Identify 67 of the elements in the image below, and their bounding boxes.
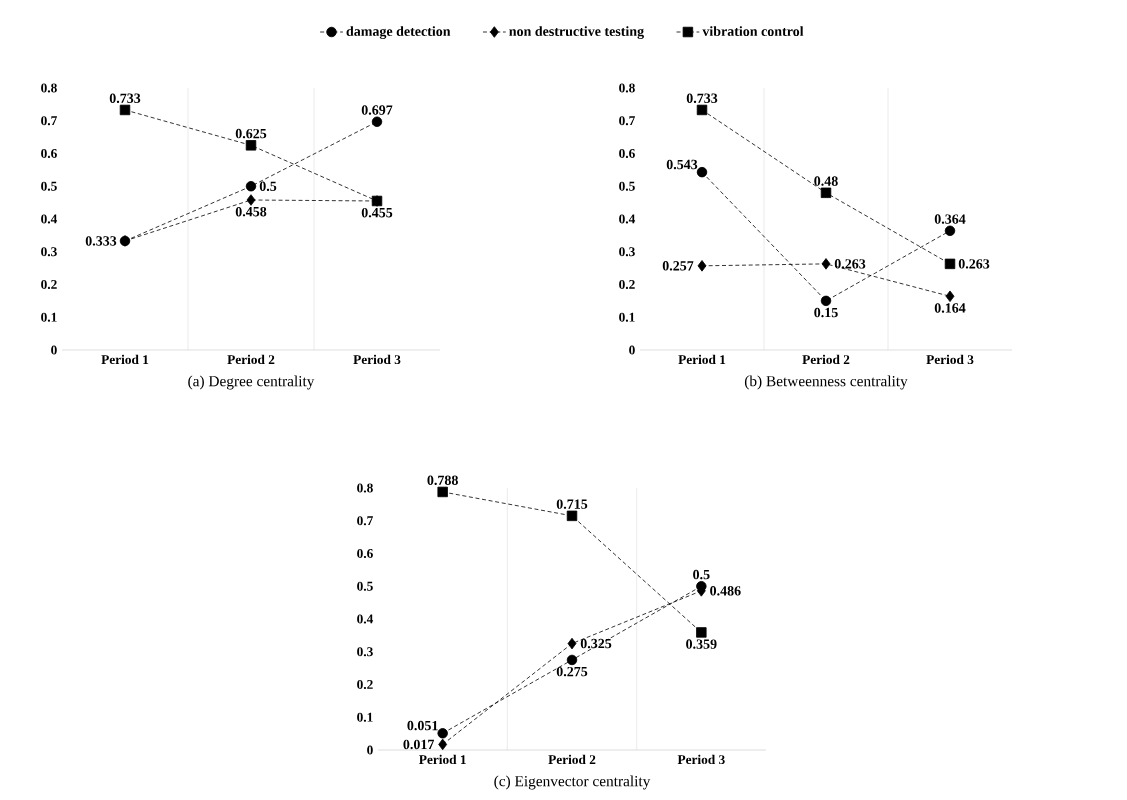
y-tick-label: 0: [629, 345, 635, 355]
data-label: 0.455: [361, 207, 393, 218]
data-label: 0.364: [934, 214, 966, 224]
x-tick-label: Period 3: [677, 754, 725, 765]
y-tick-label: 0.3: [41, 247, 57, 257]
y-tick-label: 0.8: [357, 483, 373, 493]
y-tick-label: 0.6: [357, 548, 373, 559]
data-label: 0.697: [361, 105, 393, 115]
data-label: 0.486: [710, 586, 741, 596]
text: (b) Betweenness centrality: [744, 375, 908, 390]
y-tick-label: 0: [51, 345, 57, 355]
y-tick-label: 0.4: [41, 214, 58, 224]
y-tick-label: 0.1: [41, 312, 57, 322]
data-label: 0.333: [85, 236, 117, 246]
data-label: 0.275: [556, 666, 588, 677]
data-label: 0.788: [427, 475, 458, 485]
legend-label: vibration control: [702, 26, 804, 37]
data-label: 0.733: [109, 93, 141, 103]
x-tick-label: Period 3: [353, 354, 401, 365]
x-tick-label: Period 2: [802, 354, 850, 365]
data-label: 0.15: [814, 307, 838, 318]
y-tick-label: 0.2: [357, 679, 373, 690]
x-tick-label: Period 1: [101, 354, 149, 365]
data-label: 0.543: [666, 159, 698, 170]
data-label: 0.017: [403, 739, 435, 750]
data-label: 0.715: [556, 499, 588, 509]
data-label: 0.325: [580, 638, 612, 649]
x-tick-label: Period 2: [548, 754, 596, 765]
y-tick-label: 0.2: [41, 279, 57, 290]
y-tick-label: 0.5: [357, 581, 373, 591]
text: (c) Eigenvector centrality: [494, 775, 651, 790]
x-tick-label: Period 2: [227, 354, 275, 365]
data-label: 0.5: [693, 569, 710, 580]
x-tick-label: Period 1: [419, 754, 466, 765]
data-label: 0.164: [934, 303, 966, 313]
text: (a) Degree centrality: [188, 375, 315, 390]
data-label: 0.48: [814, 176, 838, 186]
y-tick-label: 0.2: [619, 279, 635, 290]
legend-label: damage detection: [346, 26, 451, 39]
data-label: 0.458: [235, 206, 267, 217]
data-label: 0.263: [834, 259, 866, 269]
y-tick-label: 0.1: [357, 712, 373, 722]
y-tick-label: 0.3: [619, 247, 635, 257]
y-tick-label: 0.3: [357, 647, 373, 657]
data-label: 0.359: [686, 639, 717, 649]
y-tick-label: 0.4: [357, 614, 374, 624]
x-tick-label: Period 1: [678, 354, 726, 365]
y-tick-label: 0.6: [41, 148, 57, 159]
y-tick-label: 0.8: [41, 83, 57, 93]
y-tick-label: 0: [367, 745, 373, 755]
legend-label: non destructive testing: [509, 26, 644, 39]
data-label: 0.051: [407, 720, 438, 731]
data-label: 0.257: [662, 261, 694, 271]
y-tick-label: 0.1: [619, 312, 635, 322]
y-tick-label: 0.5: [619, 181, 635, 191]
y-tick-label: 0.5: [41, 181, 57, 191]
x-tick-label: Period 3: [926, 354, 974, 365]
y-tick-label: 0.7: [619, 116, 635, 126]
y-tick-label: 0.7: [41, 116, 57, 126]
y-tick-label: 0.4: [619, 214, 636, 224]
y-tick-label: 0.8: [619, 83, 635, 93]
data-label: 0.263: [958, 259, 990, 269]
data-label: 0.625: [235, 128, 267, 139]
data-label: 0.5: [259, 181, 277, 191]
y-tick-label: 0.7: [357, 516, 373, 526]
y-tick-label: 0.6: [619, 148, 635, 159]
data-label: 0.733: [686, 93, 718, 103]
